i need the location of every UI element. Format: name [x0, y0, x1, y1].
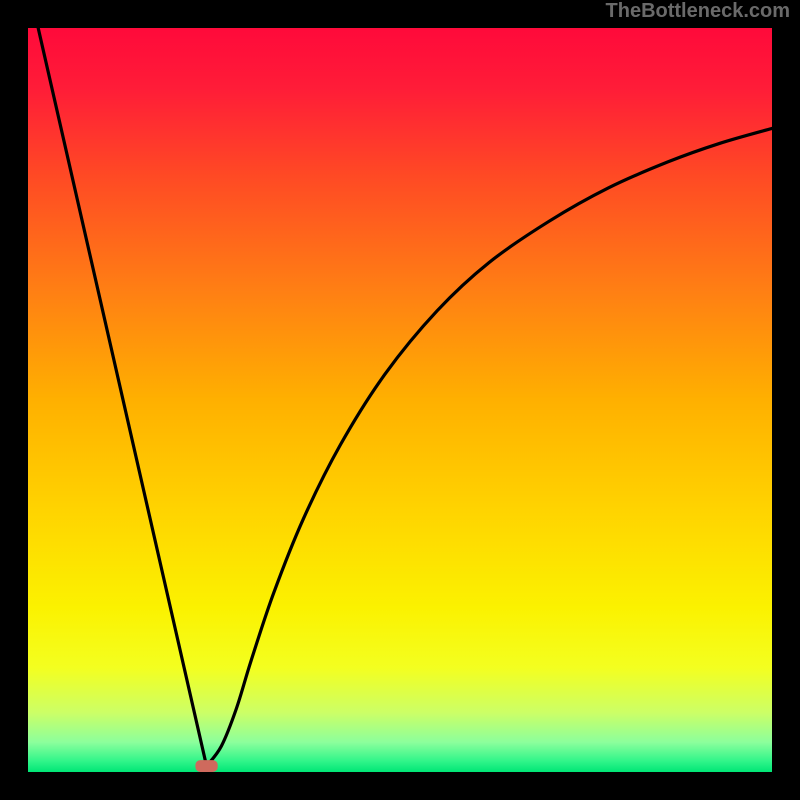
plot-svg: [28, 28, 772, 772]
figure-root: TheBottleneck.com: [0, 0, 800, 800]
gradient-background: [28, 28, 772, 772]
minimum-marker: [195, 760, 217, 772]
plot-area: [28, 28, 772, 772]
watermark-text: TheBottleneck.com: [606, 0, 790, 23]
